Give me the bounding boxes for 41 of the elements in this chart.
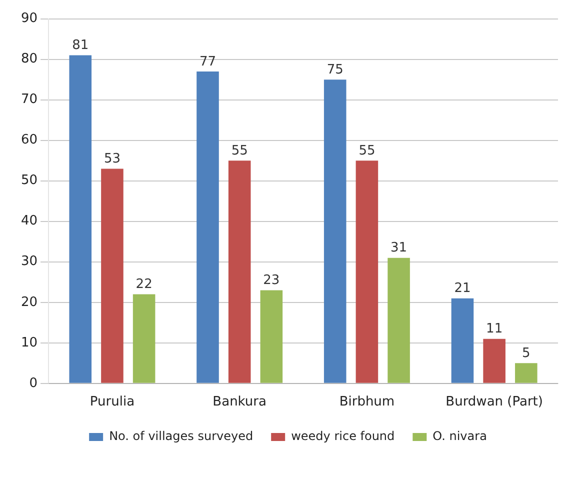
y-tick-label: 80 bbox=[20, 52, 38, 67]
x-tick-label: Birbhum bbox=[339, 394, 395, 410]
data-label: 21 bbox=[454, 281, 471, 296]
bar bbox=[228, 160, 251, 383]
legend-label: No. of villages surveyed bbox=[109, 429, 254, 444]
y-tick-label: 70 bbox=[20, 92, 38, 108]
bar bbox=[388, 258, 410, 383]
data-label: 77 bbox=[199, 54, 216, 70]
legend-label: O. nivara bbox=[432, 429, 487, 444]
bar bbox=[356, 160, 378, 383]
x-tick-label: Bankura bbox=[212, 394, 266, 410]
bar bbox=[260, 290, 283, 383]
y-tick-label: 60 bbox=[20, 132, 38, 148]
bar bbox=[515, 363, 538, 383]
bar bbox=[324, 80, 346, 383]
data-label: 53 bbox=[104, 152, 120, 167]
legend-label: weedy rice found bbox=[291, 429, 395, 444]
data-label: 81 bbox=[72, 38, 89, 54]
x-tick-label: Purulia bbox=[90, 394, 135, 410]
bar bbox=[483, 338, 506, 383]
data-label: 55 bbox=[358, 143, 376, 158]
data-label: 31 bbox=[390, 240, 408, 256]
y-tick-label: 30 bbox=[20, 254, 38, 270]
bar bbox=[132, 294, 156, 383]
data-label: 11 bbox=[486, 322, 503, 337]
data-label: 23 bbox=[263, 273, 280, 288]
y-tick-label: 50 bbox=[20, 173, 38, 188]
x-tick-label: Burdwan (Part) bbox=[446, 394, 543, 410]
bar bbox=[451, 298, 474, 383]
data-label: 55 bbox=[231, 143, 248, 158]
y-tick-label: 0 bbox=[29, 376, 38, 391]
y-tick-label: 10 bbox=[20, 335, 38, 350]
data-label: 22 bbox=[136, 277, 152, 292]
y-tick-label: 40 bbox=[20, 214, 38, 229]
bar bbox=[69, 55, 92, 383]
data-label: 5 bbox=[522, 346, 530, 362]
data-label: 75 bbox=[326, 62, 344, 78]
bar bbox=[101, 168, 124, 383]
y-tick-label: 20 bbox=[20, 294, 38, 310]
y-tick-label: 90 bbox=[20, 11, 38, 26]
bar bbox=[196, 71, 219, 383]
